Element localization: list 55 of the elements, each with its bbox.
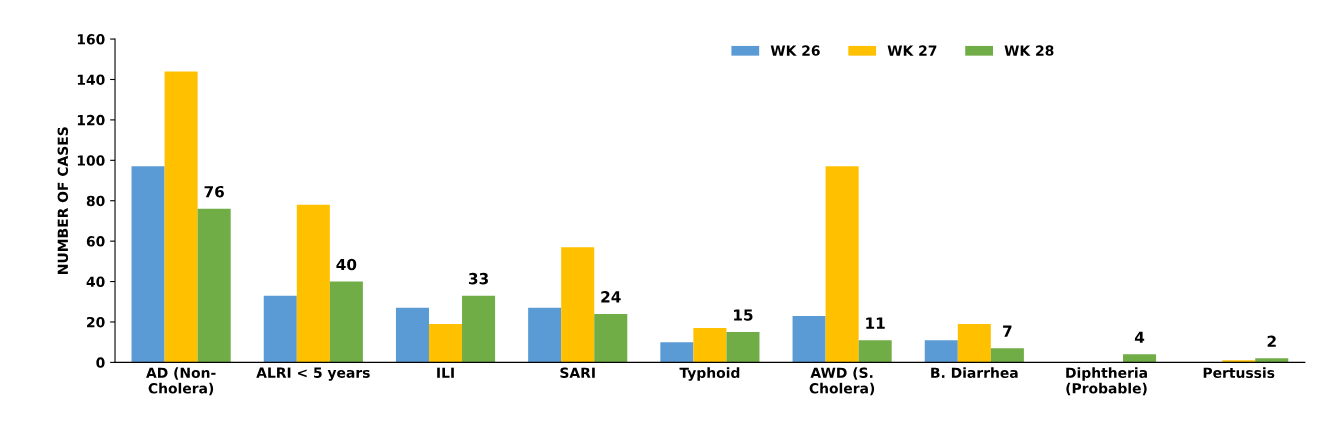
bar	[858, 340, 892, 363]
bar	[924, 340, 958, 363]
bar	[561, 247, 595, 363]
x-tick-label: AD (Non- Cholera)	[146, 367, 216, 396]
bar	[693, 328, 727, 363]
data-label: 15	[734, 309, 753, 321]
y-tick-label: 100	[77, 155, 105, 166]
x-tick-label: B. Diarrhea	[931, 367, 1018, 378]
bar	[792, 315, 826, 363]
bar	[263, 295, 297, 363]
bar	[131, 166, 165, 363]
y-tick-label: 120	[77, 114, 105, 126]
bar	[428, 323, 463, 363]
bar	[395, 307, 429, 363]
bar	[990, 348, 1024, 363]
y-tick-label: 140	[77, 74, 105, 85]
data-label: 4	[1134, 331, 1145, 343]
bar	[1222, 360, 1256, 363]
data-label: 76	[204, 185, 224, 198]
bar	[1123, 354, 1157, 363]
bar	[1255, 358, 1289, 363]
x-tick-label: ILI	[437, 367, 454, 378]
y-tick-label: 20	[87, 316, 105, 328]
bar	[594, 313, 628, 363]
legend-label: WK 26	[770, 45, 820, 56]
y-axis-title: NUMBER OF CASES	[57, 127, 69, 274]
bar	[726, 332, 760, 363]
y-tick-label: 80	[86, 195, 105, 207]
x-tick-label: Pertussis	[1203, 367, 1275, 378]
bar	[825, 166, 859, 363]
bar	[296, 204, 330, 363]
legend-label: WK 28	[1004, 45, 1054, 56]
x-tick-label: ALRI < 5 years	[256, 367, 370, 381]
legend-label: WK 27	[887, 45, 937, 56]
y-tick-label: 60	[86, 236, 105, 247]
bar	[164, 71, 198, 363]
data-label: 2	[1267, 335, 1276, 347]
x-tick-label: AWD (S. Cholera)	[809, 367, 875, 396]
bar	[462, 295, 496, 363]
bar	[528, 307, 562, 363]
x-tick-label: Diphtheria (Probable)	[1066, 367, 1147, 396]
bar	[329, 281, 363, 363]
data-label: 7	[1003, 325, 1012, 337]
data-label: 33	[468, 272, 488, 285]
bar	[197, 208, 231, 363]
bar	[660, 342, 694, 363]
y-tick-label: 160	[77, 34, 105, 45]
data-label: 24	[601, 291, 621, 303]
x-tick-label: Typhoid	[679, 367, 740, 381]
y-tick-label: 40	[86, 276, 105, 288]
data-label: 40	[336, 258, 357, 271]
data-label: 11	[866, 317, 885, 329]
y-tick-label: 0	[96, 357, 105, 368]
x-tick-label: SARI	[560, 367, 595, 378]
bar	[957, 323, 991, 363]
